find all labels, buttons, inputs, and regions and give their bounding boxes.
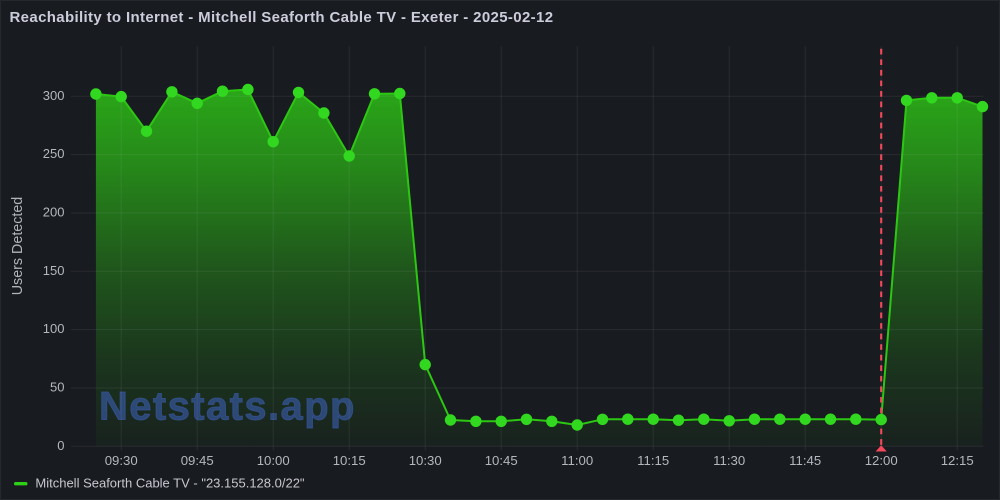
svg-text:10:45: 10:45 [485,453,518,468]
svg-text:0: 0 [57,438,64,453]
svg-text:11:00: 11:00 [561,453,593,468]
svg-text:Netstats.app: Netstats.app [99,385,356,429]
svg-text:Users Detected: Users Detected [10,197,26,296]
svg-text:11:30: 11:30 [713,453,745,468]
svg-text:250: 250 [43,146,65,161]
svg-text:10:15: 10:15 [333,453,366,468]
svg-text:09:30: 09:30 [105,453,138,468]
svg-text:Mitchell Seaforth Cable TV - ": Mitchell Seaforth Cable TV - "23.155.128… [35,476,305,491]
svg-text:12:00: 12:00 [865,453,898,468]
svg-text:11:15: 11:15 [637,453,669,468]
svg-text:300: 300 [43,88,65,103]
svg-text:50: 50 [50,380,64,395]
svg-text:100: 100 [43,321,65,336]
svg-text:11:45: 11:45 [789,453,821,468]
svg-text:12:15: 12:15 [941,453,974,468]
svg-text:10:30: 10:30 [409,453,442,468]
svg-text:Reachability to Internet - Mit: Reachability to Internet - Mitchell Seaf… [10,9,554,26]
svg-text:09:45: 09:45 [181,453,214,468]
svg-text:200: 200 [43,205,65,220]
svg-text:150: 150 [43,263,65,278]
svg-text:10:00: 10:00 [257,453,290,468]
